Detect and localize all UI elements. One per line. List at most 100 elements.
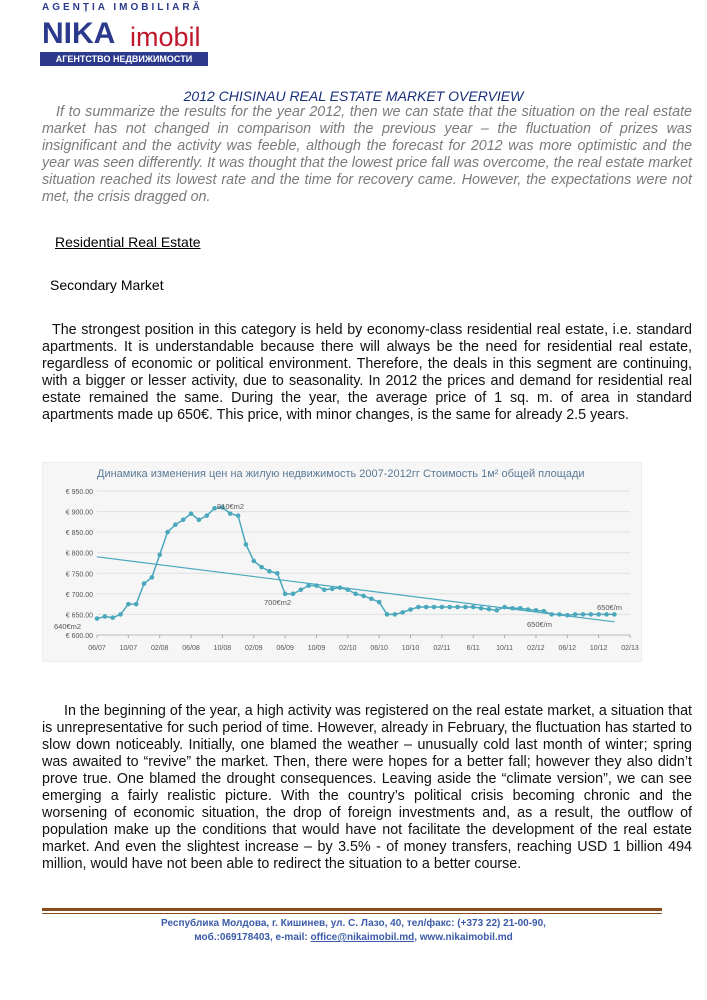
paragraph: In the beginning of the year, a high act… — [42, 703, 692, 872]
point — [392, 612, 398, 617]
point — [204, 513, 210, 518]
point — [447, 604, 453, 610]
point — [423, 604, 429, 610]
brand: NIKA — [42, 17, 116, 50]
point — [157, 552, 163, 558]
point — [361, 593, 366, 599]
annotation: 700€m2 — [264, 598, 291, 607]
x-tick-label: 02/08 — [151, 645, 169, 652]
point — [384, 612, 390, 617]
point — [431, 604, 437, 610]
point — [188, 511, 194, 516]
point — [243, 542, 249, 547]
point — [282, 591, 288, 597]
point — [267, 568, 272, 574]
point — [220, 505, 225, 510]
point — [580, 612, 586, 617]
point — [126, 601, 131, 607]
annotation: 910€m2 — [217, 502, 244, 511]
trend-line — [96, 556, 615, 623]
chart-background — [42, 462, 642, 662]
point — [259, 564, 264, 570]
point — [173, 522, 178, 528]
y-tick-label: € 600.00 — [66, 633, 93, 640]
point — [118, 612, 123, 617]
point — [455, 604, 460, 610]
point — [251, 558, 257, 564]
point — [612, 612, 617, 617]
y-tick-label: € 650.00 — [66, 612, 93, 619]
annotation: 650€/m — [527, 620, 552, 629]
point — [572, 612, 578, 617]
footer-rule — [42, 913, 662, 914]
agency: AGENȚIA IMOBILIARĂ — [42, 2, 203, 13]
x-tick-label: 02/11 — [433, 645, 450, 652]
point — [133, 601, 139, 607]
point — [604, 612, 609, 617]
point — [298, 587, 304, 593]
y-tick-label: € 700.00 — [66, 592, 93, 599]
section-heading: Residential Real Estate — [55, 234, 201, 250]
point — [376, 599, 382, 605]
chart: Динамика изменения цен на жилую недвижим… — [42, 462, 642, 662]
y-tick-label: € 850.00 — [66, 530, 93, 537]
point — [353, 591, 358, 597]
doc-title: 2012 CHISINAU REAL ESTATE MARKET OVERVIE… — [183, 88, 524, 104]
chart-title: Динамика изменения цен на жилую недвижим… — [97, 468, 585, 480]
annotation: 640€m2 — [54, 622, 81, 631]
footer-email[interactable]: office@nikaimobil.md — [310, 932, 415, 943]
point — [274, 570, 280, 576]
x-tick-label: 02/10 — [339, 645, 357, 652]
footer-phone: моб.:069178403, e-mail: — [194, 932, 311, 943]
point — [322, 587, 327, 593]
x-tick-label: 10/10 — [402, 645, 420, 652]
brand-suffix: imobil — [130, 22, 201, 52]
point — [400, 610, 405, 615]
footer-contacts: моб.:069178403, e-mail: office@nikaimobi… — [0, 932, 707, 943]
y-tick-label: € 900.00 — [66, 510, 93, 517]
subsection-heading: Secondary Market — [50, 277, 164, 293]
footer-rule — [42, 908, 662, 911]
intro: If to summarize the results for the year… — [42, 104, 692, 205]
point — [494, 608, 500, 613]
point — [463, 604, 468, 610]
point — [306, 583, 311, 588]
y-tick-label: € 800.00 — [66, 551, 93, 558]
x-tick-label: 10/07 — [120, 645, 138, 652]
x-tick-label: 6/11 — [467, 645, 480, 652]
x-tick-label: 02/09 — [245, 645, 263, 652]
x-tick-label: 10/12 — [590, 645, 608, 652]
y-tick-label: € 950.00 — [66, 489, 93, 496]
point — [486, 606, 492, 612]
point — [470, 604, 476, 610]
point — [408, 607, 413, 612]
point — [165, 529, 170, 535]
x-tick-label: 02/12 — [527, 645, 545, 652]
point — [416, 604, 421, 610]
point — [212, 505, 217, 511]
x-tick-label: 10/08 — [214, 645, 232, 652]
y-tick-label: € 750.00 — [66, 571, 93, 578]
x-tick-label: 06/09 — [276, 645, 294, 652]
point — [290, 591, 296, 597]
footer-site: , www.nikaimobil.md — [414, 932, 513, 943]
point — [180, 517, 186, 523]
footer-address: Республика Молдова, г. Кишинев, ул. С. Л… — [161, 918, 546, 929]
point — [596, 612, 601, 617]
x-tick-label: 02/13 — [621, 645, 639, 652]
point — [196, 517, 202, 523]
paragraph: The strongest position in this category … — [42, 322, 692, 423]
point — [439, 604, 445, 610]
point — [227, 511, 233, 516]
tagline: АГЕНТСТВО НЕДВИЖИМОСТИ — [40, 52, 208, 66]
point — [329, 586, 335, 592]
x-tick-label: 06/12 — [559, 645, 577, 652]
x-tick-label: 06/07 — [88, 645, 106, 652]
x-tick-label: 10/11 — [496, 645, 513, 652]
point — [369, 596, 374, 602]
annotation: 650€/m — [597, 603, 622, 612]
x-tick-label: 10/09 — [308, 645, 326, 652]
point — [94, 616, 100, 621]
x-tick-label: 06/10 — [370, 645, 388, 652]
point — [478, 605, 484, 611]
